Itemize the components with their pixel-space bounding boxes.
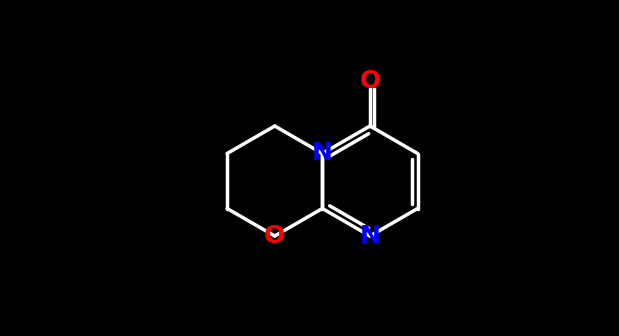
Text: O: O bbox=[264, 224, 285, 248]
Text: O: O bbox=[360, 69, 381, 93]
Text: N: N bbox=[312, 141, 333, 166]
Text: N: N bbox=[360, 224, 381, 248]
